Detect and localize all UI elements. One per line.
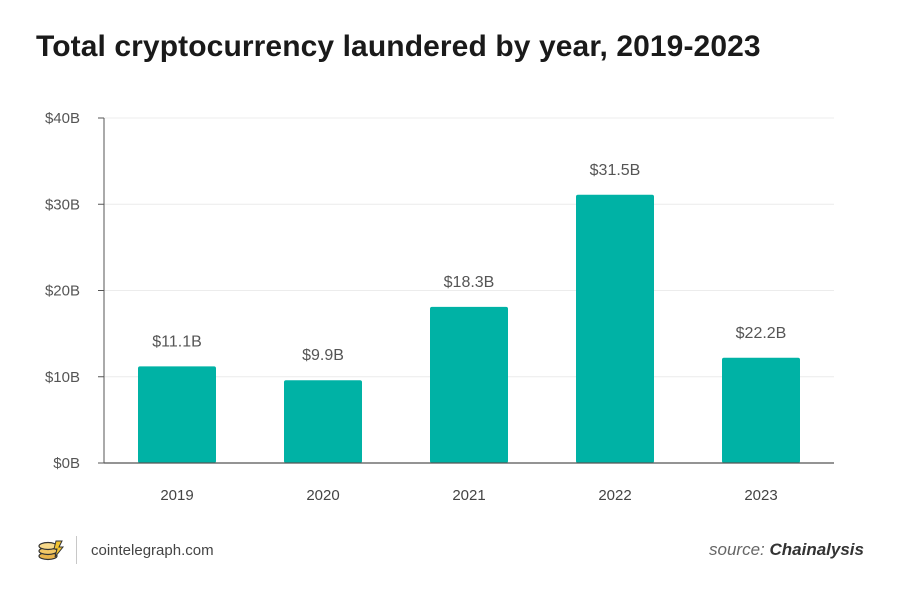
y-tick-label: $0B	[53, 455, 80, 472]
cointelegraph-logo-icon	[38, 540, 65, 561]
bars	[138, 194, 800, 463]
x-axis: 2019 2020 2021 2022 2023	[104, 462, 834, 504]
y-axis: $0B $10B $20B $30B $40B	[45, 110, 105, 472]
data-label: $18.3B	[444, 274, 495, 291]
source-name: Chainalysis	[769, 540, 865, 559]
x-tick-label: 2021	[452, 487, 485, 504]
y-tick-label: $40B	[45, 110, 80, 127]
y-tick-label: $10B	[45, 369, 80, 386]
data-label: $11.1B	[152, 333, 202, 350]
bar	[284, 380, 362, 463]
bar	[722, 357, 800, 463]
x-tick-label: 2022	[598, 487, 631, 504]
data-label: $31.5B	[590, 162, 641, 179]
chart-title: Total cryptocurrency laundered by year, …	[36, 30, 761, 63]
data-label: $9.9B	[302, 347, 344, 364]
x-tick-label: 2020	[306, 487, 339, 504]
bar	[430, 306, 508, 463]
y-tick-label: $30B	[45, 196, 80, 213]
bar	[138, 366, 216, 463]
source-prefix: source:	[709, 540, 765, 559]
y-tick-label: $20B	[45, 283, 80, 300]
x-tick-label: 2023	[744, 487, 777, 504]
site-name: cointelegraph.com	[91, 541, 214, 559]
bar	[576, 194, 654, 463]
data-label: $22.2B	[736, 325, 787, 342]
footer-divider	[76, 536, 77, 564]
source-credit: source: Chainalysis	[709, 540, 864, 560]
gridlines	[104, 117, 834, 378]
x-tick-label: 2019	[160, 487, 193, 504]
data-labels: $11.1B $9.9B $18.3B $31.5B $22.2B	[152, 162, 786, 364]
footer-brand: cointelegraph.com	[36, 534, 214, 566]
